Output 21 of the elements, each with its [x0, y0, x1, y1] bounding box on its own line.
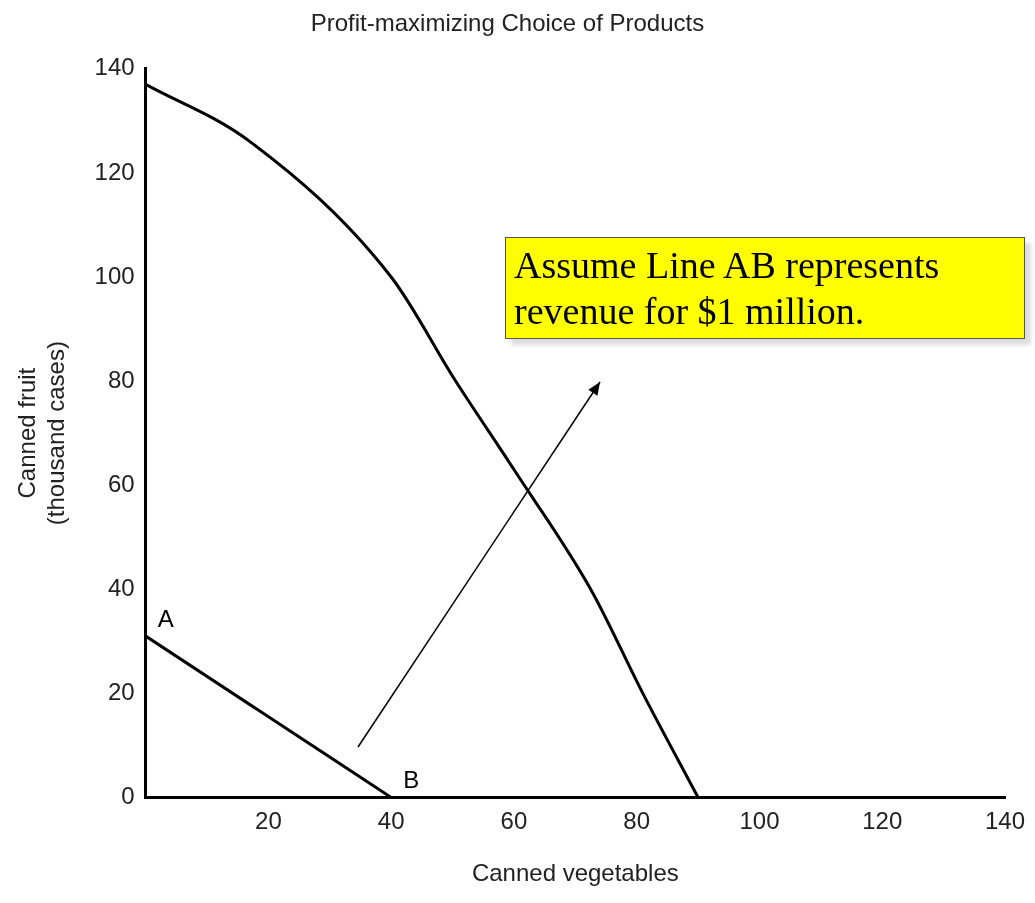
annotation: B [403, 766, 420, 794]
x-tick-label: 80 [623, 807, 651, 835]
y-tick-label: 140 [94, 53, 135, 81]
y-tick-label: 80 [107, 365, 135, 393]
x-axis-title: Canned vegetables [471, 859, 679, 887]
annotation: Assume Line AB represents revenue for $1 million. [505, 237, 1025, 339]
y-tick-label: 40 [107, 573, 135, 601]
x-tick-label: 20 [255, 807, 282, 835]
x-tick-label: 40 [377, 807, 405, 835]
x-tick-label: 60 [500, 807, 528, 835]
x-tick-label: 140 [984, 807, 1026, 835]
y-tick-label: 120 [94, 157, 135, 185]
y-tick-label: 0 [121, 782, 135, 810]
y-axis-title: Canned fruit (thousand cases) [13, 341, 69, 526]
chart-title: Profit-maximizing Choice of Products [310, 9, 705, 37]
y-tick-label: 20 [107, 677, 135, 705]
x-tick-label: 100 [739, 807, 780, 835]
y-tick-label: 60 [107, 469, 135, 497]
y-tick-label: 100 [94, 261, 135, 289]
annotation: A [157, 604, 174, 632]
x-tick-label: 120 [862, 807, 903, 835]
